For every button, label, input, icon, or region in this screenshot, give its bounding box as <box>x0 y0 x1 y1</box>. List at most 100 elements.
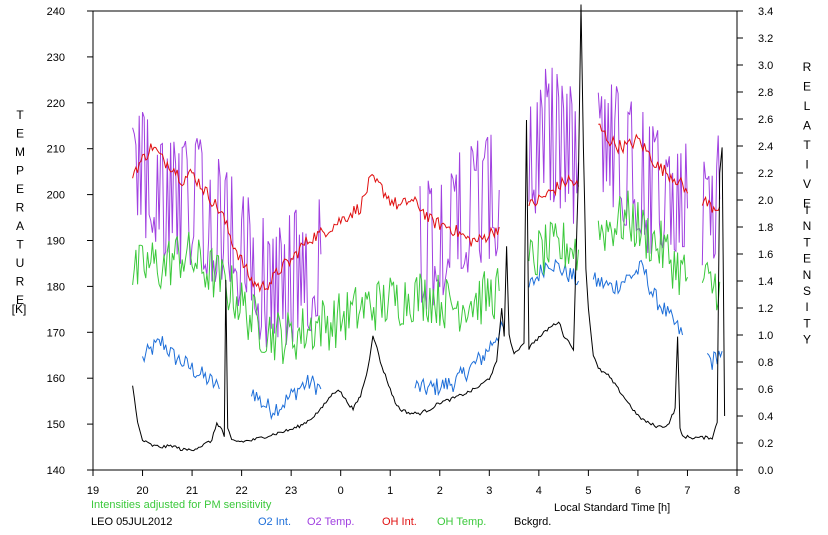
series-line <box>701 135 721 266</box>
y-left-title-letter: T <box>16 108 24 122</box>
y-right-tick-label: 0.0 <box>758 465 773 477</box>
axes: 1401501601701801902002102202302400.00.20… <box>47 6 774 497</box>
y-left-title-letter: E <box>16 182 24 196</box>
y-left-title-letter: P <box>16 164 24 178</box>
y-left-tick-label: 230 <box>47 52 65 64</box>
sensitivity-note: Intensities adjusted for PM sensitivity <box>91 499 272 511</box>
y-left-title-letter: R <box>16 275 25 289</box>
y-right-tick-label: 1.4 <box>758 276 773 288</box>
y-right-title-letter: A <box>803 119 811 133</box>
series-line <box>597 84 688 254</box>
y-left-tick-label: 200 <box>47 190 65 202</box>
y-right-tick-label: 0.2 <box>758 438 773 450</box>
x-tick-label: 19 <box>87 485 99 497</box>
y-axis-left-unit: [K] <box>12 302 27 316</box>
y-right-tick-label: 2.0 <box>758 195 773 207</box>
series-line <box>414 320 505 397</box>
y-right-tick-label: 1.0 <box>758 330 773 342</box>
y-right-title-letter: E <box>803 80 811 94</box>
series-line <box>419 134 500 310</box>
x-tick-label: 1 <box>387 485 393 497</box>
plot-area <box>132 4 726 452</box>
y-left-tick-label: 220 <box>47 98 65 110</box>
series-line <box>528 258 579 288</box>
y-right-tick-label: 0.4 <box>758 411 773 423</box>
y-left-tick-label: 160 <box>47 373 65 385</box>
y-right-title-letter: T <box>803 138 811 152</box>
y-right-title-letter: N <box>803 219 812 233</box>
x-tick-label: 6 <box>635 485 641 497</box>
legend-entry: O2 Int. <box>258 516 291 528</box>
series-line <box>142 336 220 390</box>
y-right-title-letter: I <box>805 158 808 172</box>
series-line <box>597 190 688 296</box>
x-tick-label: 7 <box>684 485 690 497</box>
y-right-title-letter: V <box>803 177 811 191</box>
y-right-title-letter: T <box>803 235 811 249</box>
y-left-tick-label: 210 <box>47 144 65 156</box>
series-line <box>706 350 723 370</box>
y-right-title-letter: N <box>803 268 812 282</box>
x-tick-label: 20 <box>136 485 148 497</box>
x-tick-label: 0 <box>338 485 344 497</box>
y-right-tick-label: 1.8 <box>758 222 773 234</box>
x-tick-label: 2 <box>437 485 443 497</box>
series-line <box>132 4 726 452</box>
series-line <box>528 67 579 224</box>
series-bckgrd <box>132 4 726 452</box>
y-right-title-letter: L <box>804 99 811 113</box>
series-line <box>598 123 688 194</box>
y-right-tick-label: 2.8 <box>758 87 773 99</box>
y-left-tick-label: 240 <box>47 6 65 18</box>
y-left-title-letter: U <box>16 256 25 270</box>
legend-entry: OH Temp. <box>437 516 486 528</box>
y-right-tick-label: 3.0 <box>758 60 773 72</box>
legend-entry: O2 Temp. <box>307 516 355 528</box>
y-right-tick-label: 1.2 <box>758 303 773 315</box>
x-tick-label: 8 <box>734 485 740 497</box>
legend: O2 Int. O2 Temp. OH Int. OH Temp. Bckgrd. <box>258 516 551 528</box>
legend-entry: Bckgrd. <box>514 516 551 528</box>
y-left-tick-label: 140 <box>47 465 65 477</box>
y-right-tick-label: 0.6 <box>758 384 773 396</box>
series-o2-int <box>142 258 723 421</box>
y-left-title-letter: T <box>16 238 24 252</box>
series-line <box>132 111 322 348</box>
y-left-tick-label: 190 <box>47 236 65 248</box>
y-right-tick-label: 2.2 <box>758 168 773 180</box>
y-right-title-letter: I <box>805 203 808 217</box>
x-tick-label: 22 <box>235 485 247 497</box>
y-right-title-letter: R <box>803 60 812 74</box>
station-date: LEO 05JUL2012 <box>91 516 172 528</box>
y-right-tick-label: 0.8 <box>758 357 773 369</box>
y-left-title-letter: A <box>16 219 24 233</box>
y-right-tick-label: 2.6 <box>758 114 773 126</box>
y-left-tick-label: 150 <box>47 419 65 431</box>
series-line <box>528 221 579 276</box>
y-left-tick-label: 180 <box>47 281 65 293</box>
y-right-title-letter: E <box>803 197 811 211</box>
y-right-title-letter: T <box>803 316 811 330</box>
x-tick-label: 4 <box>536 485 542 497</box>
y-right-title-letter: E <box>803 252 811 266</box>
x-tick-label: 21 <box>186 485 198 497</box>
x-tick-label: 3 <box>486 485 492 497</box>
series-line <box>132 143 500 293</box>
series-line <box>592 259 683 336</box>
y-right-title-letter: S <box>803 284 811 298</box>
y-right-tick-label: 2.4 <box>758 141 773 153</box>
y-right-title-letter: I <box>805 300 808 314</box>
y-left-title-letter: R <box>16 201 25 215</box>
series-line <box>132 231 500 365</box>
y-left-title-letter: E <box>16 293 24 307</box>
y-left-tick-label: 170 <box>47 327 65 339</box>
series-line <box>528 174 579 207</box>
y-right-title-letter: Y <box>803 333 811 347</box>
series-line <box>701 195 721 213</box>
x-tick-label: 23 <box>285 485 297 497</box>
series-oh-int <box>132 123 721 293</box>
series-line <box>701 261 721 311</box>
